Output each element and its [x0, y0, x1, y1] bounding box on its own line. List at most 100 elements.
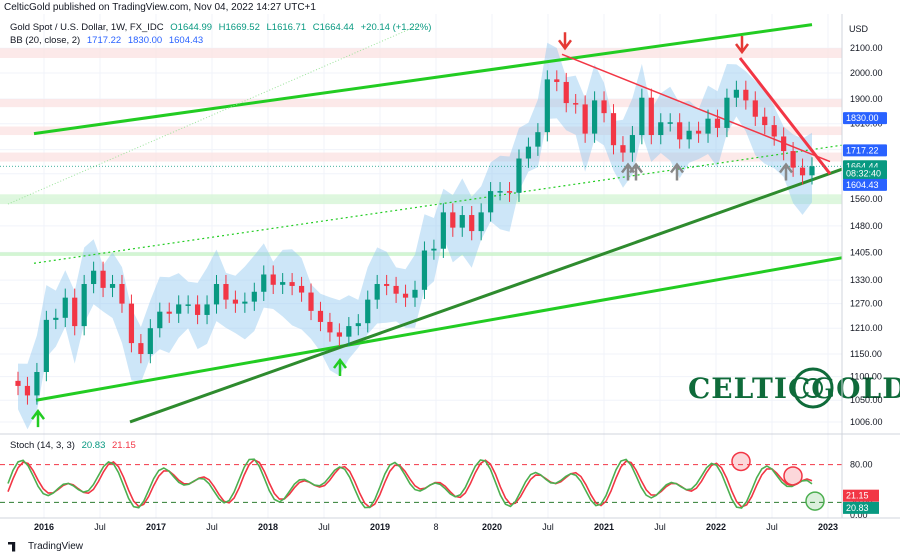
- candle-body: [213, 284, 220, 305]
- x-tick-label: Jul: [654, 522, 666, 532]
- candle-body: [591, 100, 598, 134]
- candle-body: [459, 215, 465, 228]
- candle-body: [525, 146, 532, 159]
- bb-basis-value: 1717.22: [86, 35, 122, 46]
- candle-body: [81, 284, 87, 327]
- candle-body: [648, 97, 654, 136]
- candle-body: [280, 282, 286, 285]
- candle-body: [204, 304, 210, 315]
- candle-body: [53, 317, 59, 320]
- stoch-label: Stoch (14, 3, 3): [10, 440, 75, 451]
- candle-body: [743, 89, 749, 101]
- stoch-highlight-circle: [731, 451, 751, 472]
- lower-channel-line: [35, 256, 843, 402]
- candle-body: [119, 284, 125, 304]
- candle-body: [289, 282, 295, 286]
- candle-body: [450, 212, 456, 228]
- zone: [0, 152, 842, 162]
- logo-knot-icon: [792, 367, 834, 409]
- up-arrow-green: [31, 408, 45, 428]
- candle-body: [762, 116, 768, 126]
- candle-body: [421, 250, 428, 290]
- candle-body: [497, 191, 503, 193]
- stoch-tick-label: 80.00: [850, 460, 873, 470]
- candle-body: [781, 136, 787, 152]
- candle-body: [374, 284, 380, 300]
- y-tick-label: 1480.00: [850, 221, 883, 231]
- symbol-name: Gold Spot / U.S. Dollar, 1W, FX_IDC: [10, 22, 164, 33]
- x-tick-label: Jul: [94, 522, 106, 532]
- candles: [15, 70, 815, 405]
- candle-body: [563, 81, 569, 104]
- x-tick-label: 2017: [146, 522, 166, 532]
- x-tick-label: 8: [433, 522, 438, 532]
- bb-legend: BB (20, close, 2) 1717.22 1830.00 1604.4…: [10, 35, 207, 46]
- logo-knot-inner-icon: [803, 378, 823, 398]
- candle-body: [317, 310, 324, 322]
- y-tick-label: 1900.00: [850, 94, 883, 104]
- candle-body: [43, 319, 49, 373]
- candle-body: [327, 321, 333, 333]
- tradingview-logo-icon: [8, 541, 16, 552]
- y-tick-label: 2100.00: [850, 43, 883, 53]
- candle-body: [506, 191, 513, 193]
- candle-body: [298, 285, 305, 293]
- upper-channel-line: [33, 23, 813, 136]
- candle-body: [251, 291, 257, 302]
- high-value: H1669.52: [218, 22, 260, 33]
- candle-body: [469, 215, 475, 232]
- price-tag: [843, 112, 887, 125]
- stoch-tick-label: 0.00: [850, 510, 868, 520]
- candle-body: [677, 122, 683, 140]
- candle-body: [724, 97, 730, 128]
- stochastic-pane: [0, 451, 842, 511]
- y-tick-label: 1150.00: [850, 349, 882, 359]
- stoch-d-value: 21.15: [112, 440, 136, 451]
- candle-body: [544, 79, 550, 133]
- candle-body: [535, 132, 541, 147]
- celticgold-logo: CELTICGOLD: [688, 367, 900, 409]
- y-tick-label: 1270.00: [850, 299, 883, 309]
- x-tick-label: 2020: [482, 522, 502, 532]
- y-tick-label: 1405.00: [850, 247, 883, 257]
- stoch-highlight-circle: [783, 466, 803, 486]
- candle-body: [109, 284, 116, 288]
- price-tag-label: 1664.44: [846, 161, 879, 171]
- x-tick-label: Jul: [766, 522, 778, 532]
- zone: [0, 126, 842, 136]
- candle-body: [355, 323, 361, 327]
- candle-body: [91, 270, 97, 285]
- candle-body: [270, 274, 276, 285]
- candle-body: [440, 212, 446, 249]
- candle-body: [176, 304, 182, 314]
- y-tick-label: 2000.00: [850, 68, 883, 78]
- candle-body: [223, 284, 229, 300]
- publisher-line: CelticGold published on TradingView.com,…: [4, 2, 316, 13]
- candle-body: [658, 122, 664, 136]
- candle-body: [488, 191, 494, 213]
- candle-body: [157, 311, 163, 329]
- candle-body: [601, 100, 607, 114]
- candle-body: [128, 303, 135, 344]
- x-tick-label: 2021: [594, 522, 614, 532]
- candle-body: [639, 97, 645, 136]
- candle-body: [166, 311, 172, 314]
- up-arrow-grey: [629, 162, 643, 181]
- candle-body: [336, 332, 342, 337]
- candle-body: [620, 145, 626, 153]
- symbol-legend: Gold Spot / U.S. Dollar, 1W, FX_IDC O164…: [10, 22, 435, 33]
- x-tick-label: Jul: [542, 522, 554, 532]
- candle-body: [478, 212, 484, 232]
- long-term-support-line: [129, 167, 843, 424]
- stoch-highlight-circle: [805, 491, 825, 511]
- y-tick-label: 1560.00: [850, 194, 883, 204]
- candle-body: [733, 89, 739, 98]
- bb-lower-value: 1604.43: [168, 35, 204, 46]
- candle-body: [62, 297, 68, 318]
- candle-body: [308, 292, 314, 311]
- footer-brand[interactable]: TradingView: [8, 541, 83, 552]
- candle-body: [771, 125, 777, 137]
- up-arrow-grey: [670, 162, 684, 181]
- price-tag: [843, 178, 887, 191]
